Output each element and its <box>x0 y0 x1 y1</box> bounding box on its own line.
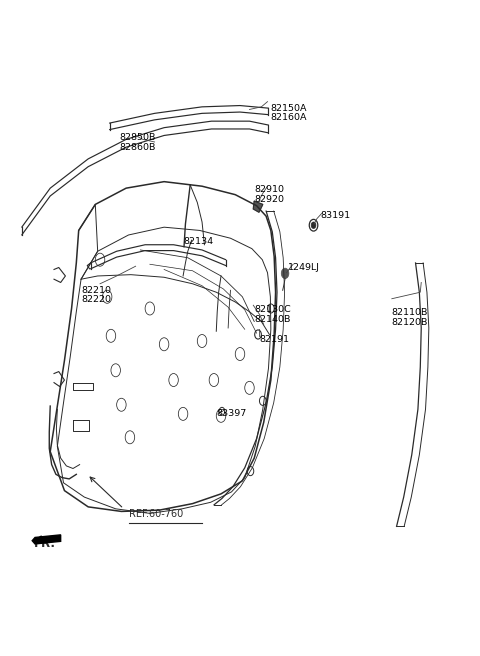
Text: 1249LJ: 1249LJ <box>288 263 320 272</box>
Text: 82110B
82120B: 82110B 82120B <box>392 308 428 327</box>
Text: REF.60-760: REF.60-760 <box>129 509 183 519</box>
Text: 82191: 82191 <box>259 335 289 344</box>
Text: 83191: 83191 <box>321 211 351 220</box>
Text: 82850B
82860B: 82850B 82860B <box>119 133 156 152</box>
Circle shape <box>311 222 316 228</box>
Text: 82910
82920: 82910 82920 <box>254 185 284 203</box>
Polygon shape <box>32 535 60 544</box>
Text: 82130C
82140B: 82130C 82140B <box>254 305 291 324</box>
Text: 82134: 82134 <box>183 237 213 246</box>
Polygon shape <box>253 201 263 213</box>
Text: 82150A
82160A: 82150A 82160A <box>271 104 307 122</box>
Text: 82210
82220: 82210 82220 <box>81 286 111 304</box>
Circle shape <box>281 268 289 279</box>
Text: FR.: FR. <box>34 537 56 550</box>
Text: 83397: 83397 <box>216 409 247 419</box>
